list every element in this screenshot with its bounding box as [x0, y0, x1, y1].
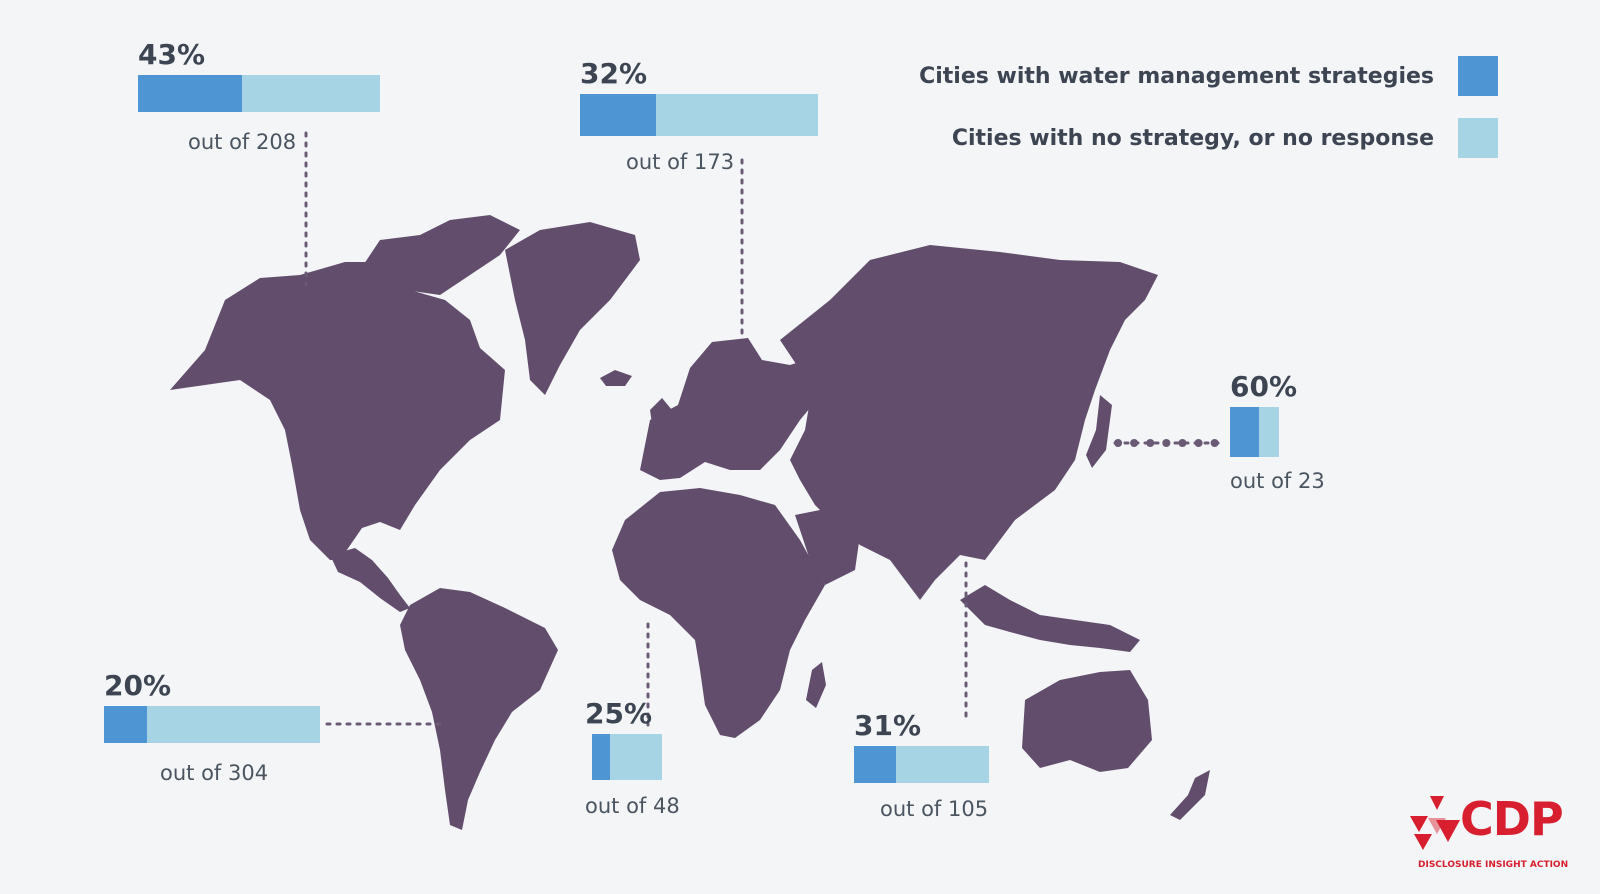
percent-label: 25% [585, 697, 653, 730]
total-label: out of 105 [880, 797, 989, 821]
total-label: out of 173 [626, 150, 735, 174]
uk-landmass [650, 398, 672, 438]
new-zealand-landmass [1170, 770, 1210, 820]
legend-swatch [1458, 118, 1498, 158]
share-bar-no-strategy [1259, 407, 1279, 457]
asia-landmass [780, 245, 1158, 600]
total-label: out of 304 [160, 761, 269, 785]
share-bar-no-strategy [147, 706, 320, 743]
legend-label: Cities with no strategy, or no response [951, 125, 1434, 151]
total-label: out of 48 [585, 794, 680, 818]
legend-item-no-strategy: Cities with no strategy, or no response [919, 118, 1498, 158]
share-bar [580, 94, 818, 136]
total-label: out of 208 [188, 130, 297, 154]
share-bar-with-strategy [138, 75, 243, 112]
iceland-landmass [600, 370, 632, 386]
madagascar-landmass [806, 662, 826, 708]
region-north-america: 43% out of 208 [138, 38, 380, 154]
greenland-landmass [505, 222, 640, 395]
legend-swatch [1458, 56, 1498, 96]
cdp-wordmark: CDP [1460, 792, 1564, 846]
share-bar-no-strategy [242, 75, 380, 112]
europe-landmass [640, 338, 825, 480]
share-bar-no-strategy [656, 94, 818, 136]
central-america-landmass [330, 548, 410, 612]
legend-item-with-strategy: Cities with water management strategies [919, 56, 1498, 96]
percent-label: 20% [104, 669, 172, 702]
share-bar [104, 706, 320, 743]
share-bar-no-strategy [609, 734, 662, 780]
australia-landmass [1022, 670, 1152, 772]
cdp-tagline: DISCLOSURE INSIGHT ACTION [1418, 860, 1569, 870]
japan-landmass [1086, 395, 1112, 468]
percent-label: 32% [580, 57, 648, 90]
legend-label: Cities with water management strategies [919, 63, 1434, 89]
africa-landmass [612, 488, 825, 738]
share-bar [592, 734, 662, 780]
share-bar-with-strategy [580, 94, 657, 136]
region-europe: 32% out of 173 [580, 57, 818, 174]
legend: Cities with water management strategies … [919, 56, 1498, 180]
region-south-southeast-asia: 31% out of 105 [854, 709, 989, 821]
share-bar [138, 75, 380, 112]
region-latin-america: 20% out of 304 [104, 669, 320, 785]
percent-label: 60% [1230, 370, 1298, 403]
percent-label: 31% [854, 709, 922, 742]
south-america-landmass [400, 588, 558, 830]
share-bar-with-strategy [1230, 407, 1260, 457]
share-bar-no-strategy [895, 746, 989, 783]
cdp-logo: CDP DISCLOSURE INSIGHT ACTION [1408, 792, 1578, 871]
cdp-triangles-icon [1410, 796, 1460, 850]
share-bar-with-strategy [104, 706, 148, 743]
region-east-asia: 60% out of 23 [1230, 370, 1325, 493]
share-bar [1230, 407, 1279, 457]
percent-label: 43% [138, 38, 206, 71]
share-bar [854, 746, 989, 783]
southeast-asia-islands [960, 585, 1140, 652]
region-africa: 25% out of 48 [585, 697, 680, 818]
north-america-landmass [170, 262, 505, 560]
arctic-islands [360, 215, 520, 295]
share-bar-with-strategy [854, 746, 896, 783]
total-label: out of 23 [1230, 469, 1325, 493]
share-bar-with-strategy [592, 734, 610, 780]
arabian-peninsula [795, 508, 860, 585]
